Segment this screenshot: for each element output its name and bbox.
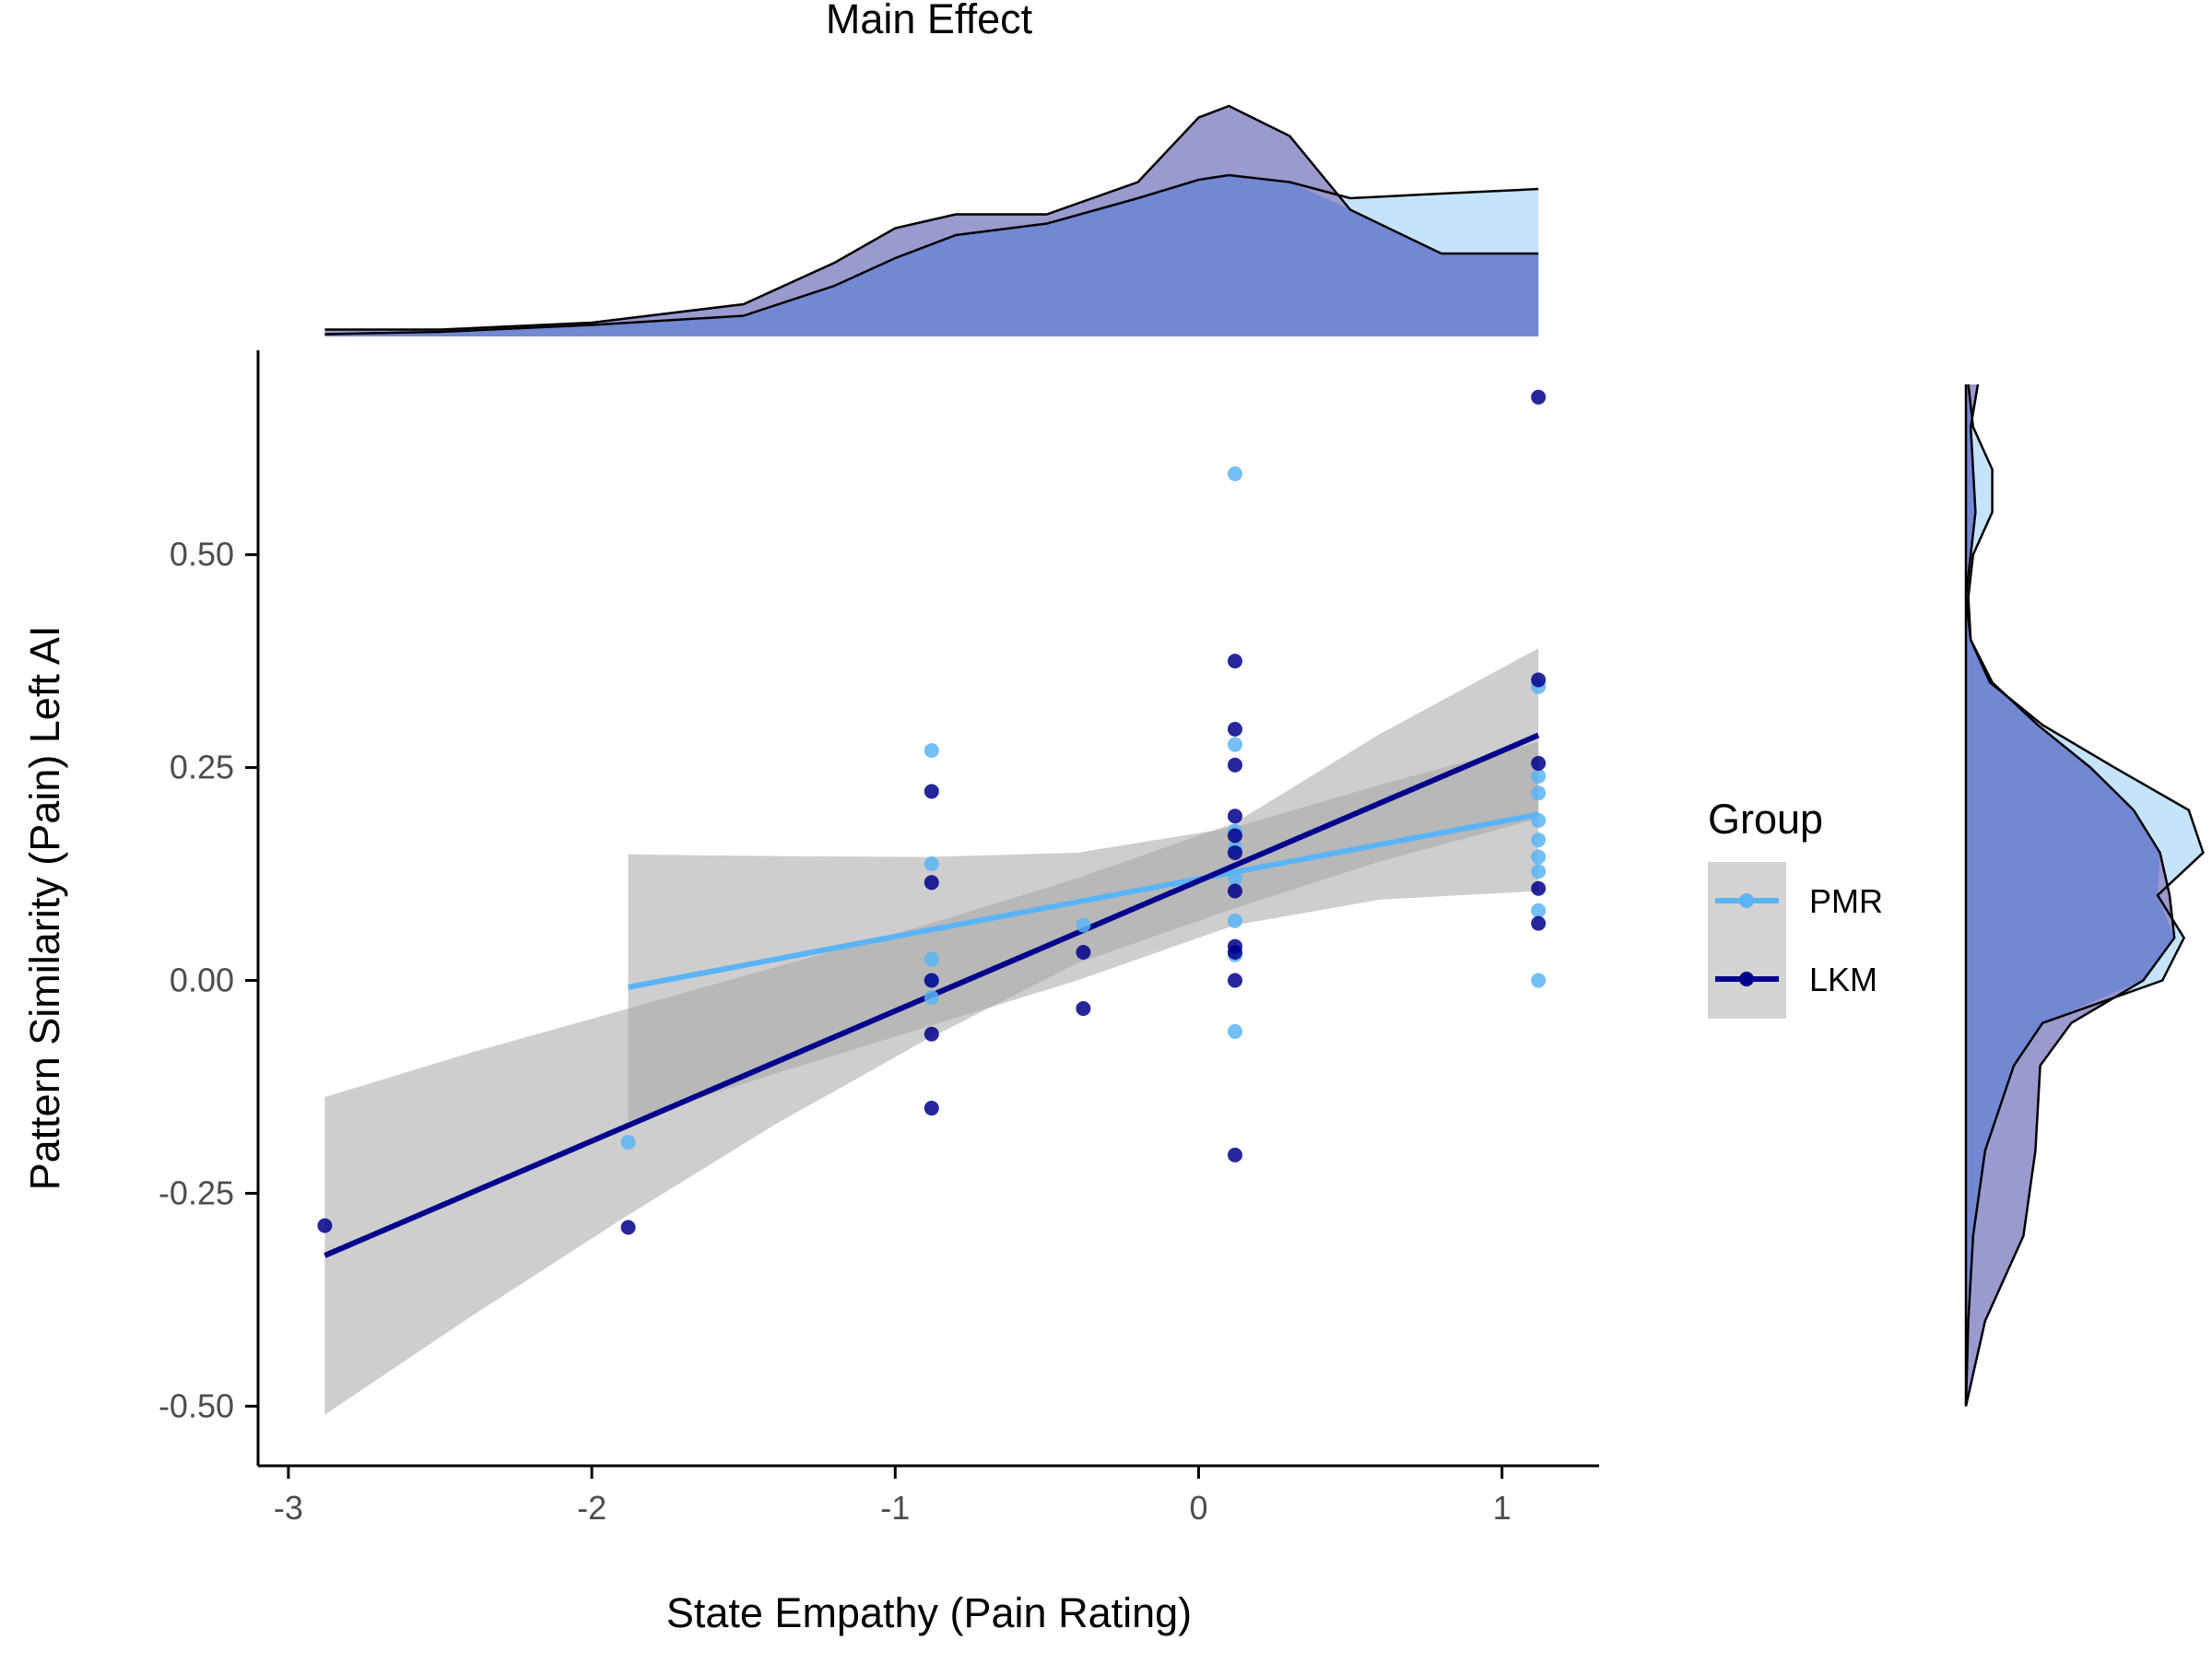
data-point-lkm: [1227, 945, 1242, 961]
data-point-lkm: [1531, 755, 1547, 771]
data-point-pmr: [1531, 785, 1547, 801]
legend-key-point-lkm: [1739, 972, 1754, 986]
top-marginal-density: [324, 104, 1539, 336]
x-tick-label: 0: [1189, 1489, 1207, 1527]
scatter-points: [317, 389, 1547, 1235]
top-density-pmr-outline: [324, 173, 1539, 336]
y-axis-title: Pattern Similarity (Pain) Left AI: [21, 626, 68, 1191]
data-point-pmr: [1227, 737, 1242, 752]
data-point-pmr: [1531, 849, 1547, 865]
data-point-pmr: [924, 989, 939, 1005]
data-point-lkm: [1227, 654, 1242, 669]
x-tick-label: -3: [274, 1489, 303, 1527]
x-tick-label: -2: [577, 1489, 606, 1527]
regression-line-pmr: [628, 811, 1539, 990]
data-point-pmr: [924, 743, 939, 759]
legend-label-pmr: PMR: [1809, 882, 1883, 920]
legend-title: Group: [1708, 796, 1823, 843]
data-point-pmr: [1227, 466, 1242, 481]
data-point-pmr: [1531, 768, 1547, 784]
data-point-lkm: [317, 1218, 333, 1233]
y-tick-label: 0.50: [170, 536, 234, 573]
data-point-lkm: [1227, 808, 1242, 824]
data-point-lkm: [1076, 945, 1091, 961]
data-point-pmr: [924, 856, 939, 871]
data-point-pmr: [1531, 864, 1547, 879]
data-point-lkm: [1227, 757, 1242, 773]
data-point-lkm: [1227, 722, 1242, 738]
data-point-pmr: [620, 1135, 636, 1151]
right-density-lkm-outline: [1964, 384, 2176, 1407]
data-point-lkm: [1531, 672, 1547, 688]
axes: -3 -2 -1 0 1 -0.50 -0.25 0.00 0.25 0.50 State Empa…: [21, 0, 1599, 1636]
top-density-lkm-outline: [324, 104, 1539, 331]
data-point-lkm: [1227, 1147, 1242, 1162]
data-point-lkm: [1227, 883, 1242, 899]
data-point-lkm: [1531, 915, 1547, 931]
x-tick-label: -1: [880, 1489, 910, 1527]
data-point-lkm: [924, 784, 939, 799]
right-density-overlap: [1966, 384, 2175, 1407]
chart-title: Main Effect: [826, 0, 1033, 42]
data-point-lkm: [924, 1026, 939, 1042]
data-point-lkm: [1531, 389, 1547, 405]
y-tick-label: 0.00: [170, 962, 234, 999]
right-density-pmr-outline: [1964, 384, 2205, 1407]
data-point-pmr: [1227, 1023, 1242, 1039]
data-point-lkm: [1076, 1000, 1091, 1016]
data-point-lkm: [1227, 844, 1242, 860]
legend: Group PMR LKM: [1708, 796, 1883, 1019]
legend-key-point-pmr: [1739, 893, 1754, 908]
data-point-lkm: [924, 973, 939, 988]
top-density-overlap: [324, 175, 1539, 336]
x-axis-title: State Empathy (Pain Rating): [666, 1589, 1192, 1636]
data-point-pmr: [1227, 870, 1242, 886]
data-point-pmr: [1531, 832, 1547, 848]
y-tick-label: -0.50: [159, 1387, 234, 1424]
data-point-pmr: [924, 951, 939, 967]
data-point-lkm: [620, 1220, 636, 1235]
data-point-lkm: [924, 875, 939, 891]
y-tick-label: -0.25: [159, 1174, 234, 1211]
legend-label-lkm: LKM: [1809, 961, 1877, 998]
data-point-pmr: [1076, 917, 1091, 933]
y-tick-label: 0.25: [170, 749, 234, 786]
data-point-lkm: [1531, 880, 1547, 896]
data-point-lkm: [1227, 828, 1242, 844]
data-point-pmr: [1531, 903, 1547, 918]
right-marginal-density: [1964, 384, 2205, 1407]
data-point-pmr: [1531, 973, 1547, 988]
x-tick-label: 1: [1493, 1489, 1512, 1527]
data-point-lkm: [1227, 973, 1242, 988]
data-point-pmr: [1227, 913, 1242, 928]
data-point-lkm: [924, 1101, 939, 1116]
data-point-pmr: [1531, 812, 1547, 828]
